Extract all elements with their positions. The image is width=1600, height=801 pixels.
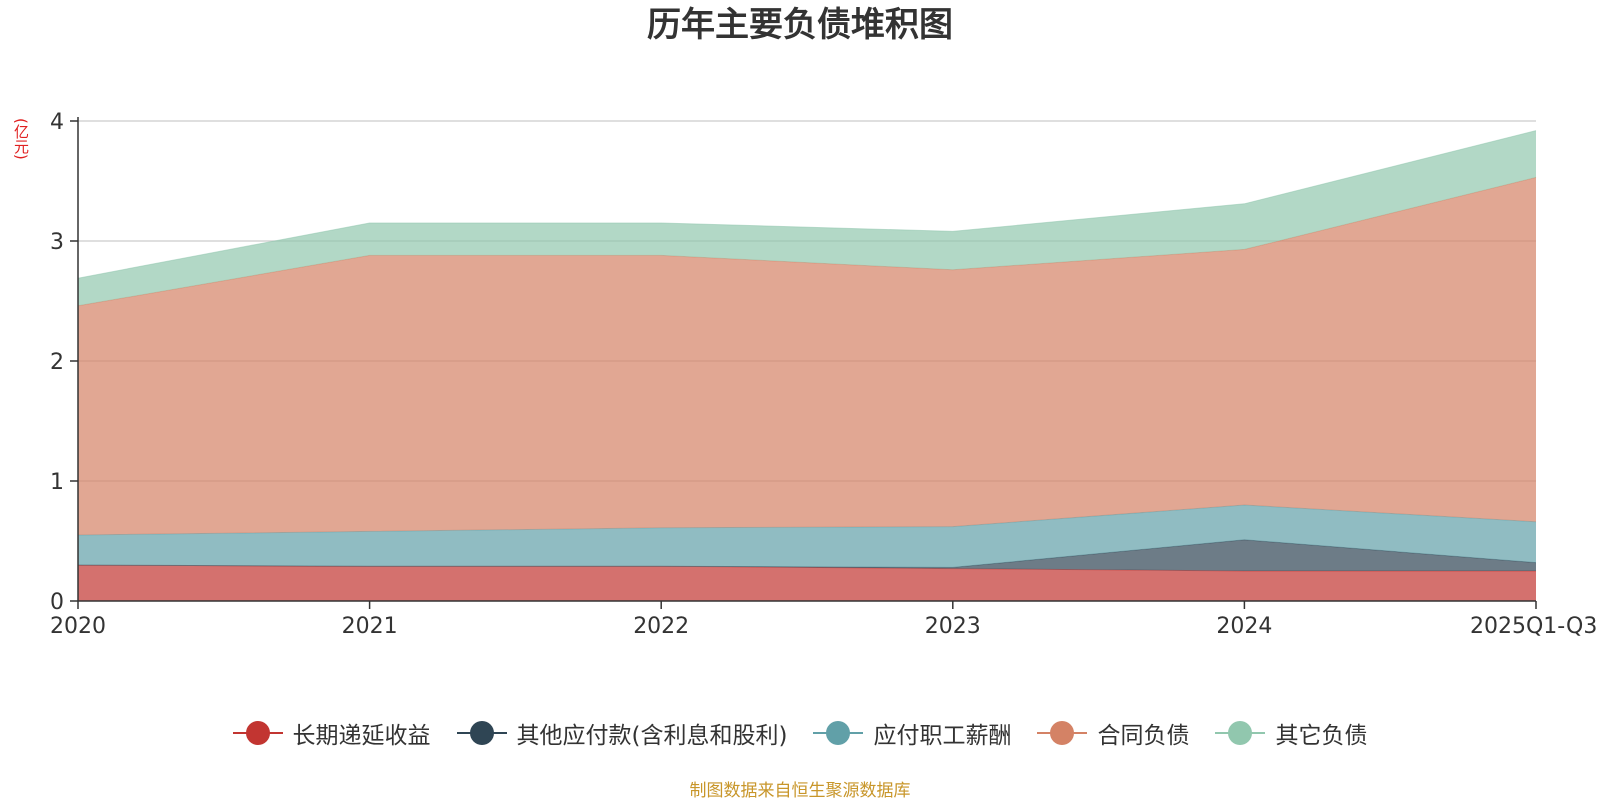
area-series-2 — [78, 539, 1536, 571]
legend-item[interactable]: 合同负债 — [1037, 716, 1189, 750]
legend: 长期递延收益 其他应付款(含利息和股利) 应付职工薪酬 合同负债 其它负债 — [0, 716, 1600, 750]
area-series-3 — [78, 505, 1536, 568]
legend-label: 合同负债 — [1097, 723, 1190, 749]
legend-label: 应付职工薪酬 — [873, 723, 1012, 749]
y-tick-label: 0 — [50, 590, 64, 615]
legend-label: 长期递延收益 — [292, 723, 431, 749]
x-tick-label: 2024 — [1216, 614, 1272, 639]
legend-marker-icon — [1215, 721, 1266, 745]
x-tick-label: 2020 — [50, 614, 106, 639]
area-edge-5 — [77, 130, 1537, 279]
x-tick-label: 2023 — [925, 614, 981, 639]
tick-labels: 0 1 2 3 4 2020 2021 2022 2023 2024 2025Q1-Q3 — [50, 110, 1597, 639]
legend-marker-icon — [232, 721, 283, 745]
area-series-1 — [78, 565, 1536, 601]
area-series — [77, 130, 1537, 601]
y-axis-unit: (亿元) — [12, 118, 30, 160]
area-series-5 — [78, 130, 1536, 306]
legend-item[interactable]: 其他应付款(含利息和股利) — [456, 716, 788, 750]
chart-title: 历年主要负债堆积图 — [647, 5, 953, 45]
legend-item[interactable]: 应付职工薪酬 — [813, 716, 1011, 750]
x-tick-label: 2021 — [342, 614, 398, 639]
legend-marker-icon — [813, 721, 864, 745]
legend-marker-icon — [1037, 721, 1088, 745]
legend-item[interactable]: 其它负债 — [1215, 716, 1367, 750]
y-tick-label: 1 — [50, 470, 64, 495]
source-footer: 制图数据来自恒生聚源数据库 — [689, 781, 911, 801]
area-series-4 — [78, 177, 1536, 535]
axes — [70, 117, 1537, 609]
legend-label: 其他应付款(含利息和股利) — [516, 723, 788, 749]
y-tick-label: 4 — [50, 110, 64, 135]
legend-label: 其它负债 — [1275, 723, 1368, 749]
y-tick-label: 2 — [50, 350, 64, 375]
legend-item[interactable]: 长期递延收益 — [232, 716, 431, 750]
legend-marker-icon — [456, 721, 507, 745]
y-tick-label: 3 — [50, 230, 64, 255]
x-tick-label: 2025Q1-Q3 — [1470, 614, 1597, 639]
x-tick-label: 2022 — [633, 614, 689, 639]
